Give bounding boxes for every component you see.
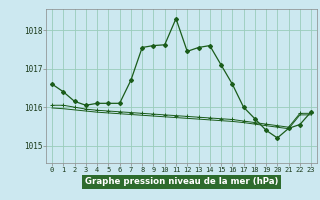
X-axis label: Graphe pression niveau de la mer (hPa): Graphe pression niveau de la mer (hPa) (85, 177, 278, 186)
